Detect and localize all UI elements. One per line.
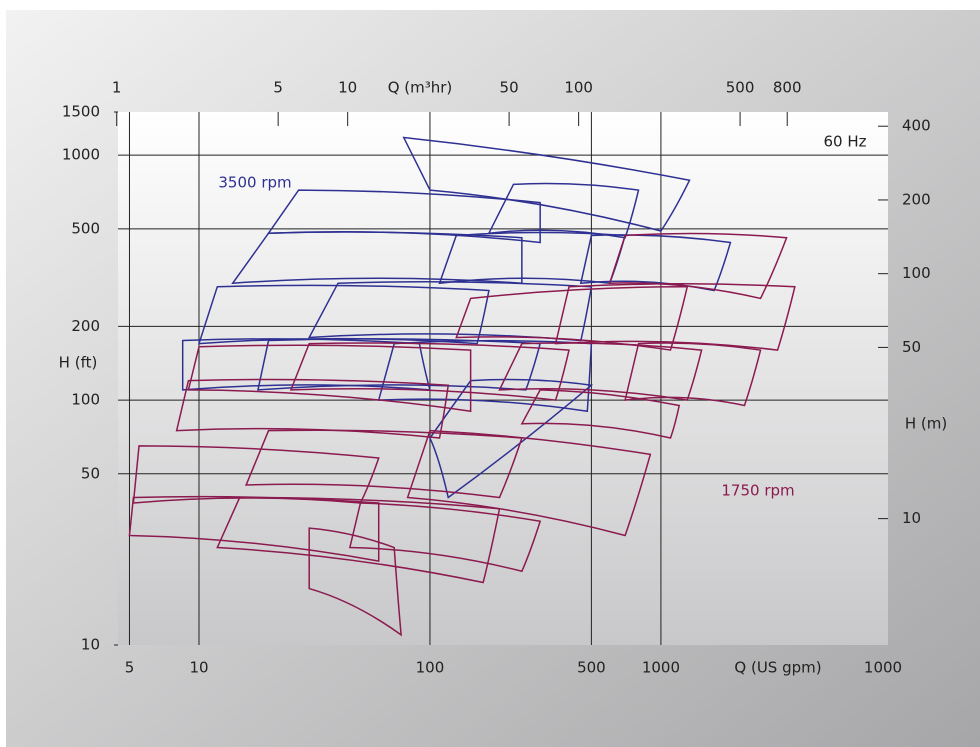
pump-tile xyxy=(429,378,594,499)
y-tick-label: 1000 xyxy=(62,146,100,164)
pump-tile xyxy=(175,378,450,439)
series-label: 3500 rpm xyxy=(218,174,291,192)
pump-tile xyxy=(487,182,640,239)
y2-tick-label: 50 xyxy=(902,338,921,356)
pump-tile xyxy=(245,429,523,499)
pump-tile xyxy=(289,342,570,401)
x-tick-label: 1000 xyxy=(642,659,680,677)
y2-axis-label: H (m) xyxy=(905,415,947,433)
pump-tile xyxy=(455,286,689,351)
annotation: 60 Hz xyxy=(823,133,866,151)
x-tick-label: 500 xyxy=(577,659,606,677)
pump-tile xyxy=(216,496,501,584)
x2-tick-label: 10 xyxy=(338,79,357,97)
x-tick-label: 100 xyxy=(416,659,445,677)
y2-tick-label: 400 xyxy=(902,117,931,135)
pump-tile xyxy=(181,338,431,391)
x2-tick-label: 5 xyxy=(273,79,283,97)
x-tick-label: 10 xyxy=(189,659,208,677)
pump-tile xyxy=(231,231,523,285)
pump-tile xyxy=(520,389,681,439)
y-tick-label: 500 xyxy=(71,219,100,237)
y2-tick-label: 100 xyxy=(902,264,931,282)
y-tick-label: 10 xyxy=(81,636,100,654)
y-tick-label: 100 xyxy=(71,391,100,409)
y2-tick-label: 10 xyxy=(902,509,921,527)
pump-tile xyxy=(624,342,762,407)
y-tick-label: 1500 xyxy=(62,103,100,121)
pump-tile xyxy=(554,283,796,351)
x2-tick-label: 100 xyxy=(564,79,593,97)
x2-tick-label: 1 xyxy=(112,79,122,97)
pump-tile xyxy=(132,445,380,504)
x2-axis-label: Q (m³hr) xyxy=(388,79,453,97)
pump-tile xyxy=(579,234,732,292)
series-label: 1750 rpm xyxy=(721,482,794,500)
x2-tick-label: 50 xyxy=(500,79,519,97)
y-tick-label: 50 xyxy=(81,464,100,482)
pump-tile xyxy=(307,280,593,342)
plot-area xyxy=(118,112,888,645)
pump-tile xyxy=(348,502,542,573)
y-tick-label: 200 xyxy=(71,317,100,335)
y2-tick-label: 200 xyxy=(902,190,931,208)
pump-tile xyxy=(187,344,472,413)
pump-tile xyxy=(498,342,703,401)
x-axis-label: Q (US gpm) xyxy=(734,659,821,677)
pump-tile xyxy=(308,527,402,637)
x2-tick-label: 800 xyxy=(773,79,802,97)
x-axis-end-label: 1000 xyxy=(864,659,902,677)
x-tick-label: 5 xyxy=(125,659,135,677)
pump-tile xyxy=(257,338,542,391)
y-axis-label: H (ft) xyxy=(59,354,98,372)
x2-tick-label: 500 xyxy=(726,79,755,97)
